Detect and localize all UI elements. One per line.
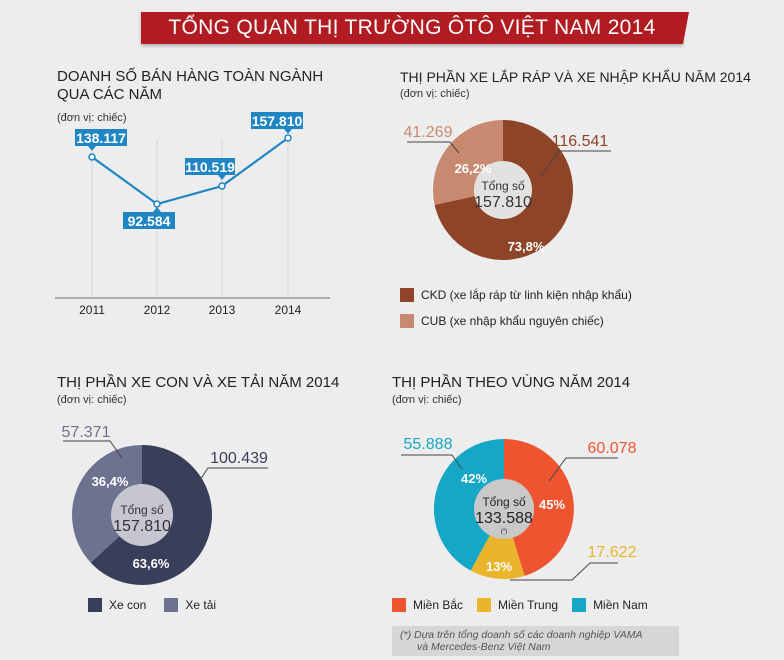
- ckd-cub-title: THỊ PHẦN XE LẮP RÁP VÀ XE NHẬP KHẨU NĂM …: [400, 69, 751, 85]
- legend-item-mien-bac: Miền Bắc: [392, 598, 463, 612]
- xe-tai-legend-label: Xe tải: [185, 598, 217, 612]
- mien-nam-legend-label: Miền Nam: [593, 598, 648, 612]
- xe-tai-swatch: [164, 598, 179, 612]
- xe-tai-leader: [63, 440, 123, 459]
- region-unit: (đơn vị: chiếc): [392, 394, 462, 406]
- svg-text:55.888: 55.888: [404, 436, 453, 453]
- svg-text:45%: 45%: [539, 497, 565, 512]
- ckd-cub-unit: (đơn vị: chiếc): [400, 88, 470, 100]
- svg-text:63,6%: 63,6%: [133, 556, 170, 571]
- mien-trung-swatch: [477, 598, 492, 612]
- car-truck-unit: (đơn vị: chiếc): [57, 394, 127, 406]
- svg-text:Tổng số: Tổng số: [481, 179, 525, 193]
- ckd-cub-donut: [432, 119, 573, 260]
- ckd-leader: [540, 150, 611, 177]
- xe-con-leader: [191, 467, 268, 493]
- mien-trung-legend-label: Miền Trung: [498, 598, 559, 612]
- xe-con-swatch: [88, 598, 102, 612]
- car-truck-legend: Xe con Xe tải: [88, 598, 216, 612]
- xe-con-legend-label: Xe con: [109, 598, 147, 612]
- cub-legend-label: CUB (xe nhập khẩu nguyên chiếc): [421, 314, 604, 328]
- car-truck-center: [111, 484, 173, 546]
- svg-text:73,8%: 73,8%: [508, 239, 545, 254]
- svg-text:Tổng số: Tổng số: [482, 495, 526, 509]
- mien-bac-slice: [504, 439, 574, 576]
- banner-title: TỔNG QUAN THỊ TRƯỜNG ÔTÔ VIỆT NAM 2014: [168, 16, 656, 39]
- svg-text:133.588: 133.588: [475, 510, 533, 527]
- svg-text:157.810: 157.810: [474, 194, 532, 211]
- legend-item-xe-tai: Xe tải: [164, 598, 216, 612]
- legend-item-xe-con: Xe con: [88, 598, 146, 612]
- sales-value-labels: 138.117 92.584 110.519 157.810: [75, 112, 303, 229]
- region-center: [474, 479, 534, 539]
- ckd-swatch: [400, 288, 414, 302]
- svg-text:36,4%: 36,4%: [92, 474, 129, 489]
- sales-line: [91, 137, 289, 206]
- svg-text:60.078: 60.078: [588, 440, 637, 457]
- mien-trung-leader: [510, 562, 618, 581]
- mien-nam-swatch: [572, 598, 587, 612]
- legend-item-mien-trung: Miền Trung: [477, 598, 558, 612]
- svg-text:157.810: 157.810: [252, 113, 303, 129]
- svg-text:17.622: 17.622: [588, 544, 637, 561]
- region-footnote: (*) Dựa trên tổng doanh số các doanh ngh…: [392, 626, 679, 656]
- svg-text:(*): (*): [501, 529, 507, 535]
- ckd-cub-legend: CKD (xe lắp ráp từ linh kiện nhập khẩu) …: [400, 288, 632, 328]
- car-truck-donut: [72, 445, 213, 585]
- footnote-line2: và Mercedes-Benz Việt Nam: [417, 641, 551, 653]
- svg-text:2013: 2013: [209, 303, 236, 317]
- legend-item-cub: CUB (xe nhập khẩu nguyên chiếc): [400, 314, 632, 328]
- sales-x-ticks: 2011 2012 2013 2014: [79, 303, 302, 317]
- cub-swatch: [400, 314, 414, 328]
- mien-bac-leader: [548, 457, 618, 482]
- mien-bac-swatch: [392, 598, 406, 612]
- region-title: THỊ PHẦN THEO VÙNG NĂM 2014: [392, 374, 631, 391]
- svg-text:42%: 42%: [461, 471, 487, 486]
- region-donut: [433, 438, 574, 579]
- infographic-banner: TỔNG QUAN THỊ TRƯỜNG ÔTÔ VIỆT NAM 2014: [141, 12, 689, 44]
- footnote-line1: (*) Dựa trên tổng doanh số các doanh ngh…: [400, 629, 643, 641]
- sales-title-line1: DOANH SỐ BÁN HÀNG TOÀN NGÀNH: [57, 68, 324, 85]
- svg-text:26,2%: 26,2%: [455, 161, 492, 176]
- svg-text:Tổng số: Tổng số: [120, 503, 164, 517]
- svg-text:110.519: 110.519: [185, 159, 235, 175]
- svg-text:2012: 2012: [144, 303, 171, 317]
- cub-leader: [407, 141, 460, 154]
- svg-text:138.117: 138.117: [76, 130, 126, 146]
- legend-item-mien-nam: Miền Nam: [572, 598, 648, 612]
- svg-text:57.371: 57.371: [62, 424, 111, 441]
- sales-chart-title: DOANH SỐ BÁN HÀNG TOÀN NGÀNH QUA CÁC NĂM: [57, 68, 323, 104]
- svg-text:157.810: 157.810: [113, 518, 171, 535]
- mien-trung-slice: [470, 509, 525, 579]
- svg-text:2014: 2014: [275, 303, 302, 317]
- sales-title-line2: QUA CÁC NĂM: [57, 86, 163, 103]
- svg-text:116.541: 116.541: [552, 133, 609, 150]
- mien-nam-leader: [401, 454, 463, 470]
- xe-tai-slice: [72, 445, 142, 563]
- sales-unit: (đơn vị: chiếc): [57, 112, 127, 124]
- ckd-legend-label: CKD (xe lắp ráp từ linh kiện nhập khẩu): [421, 288, 632, 302]
- ckd-cub-center: [474, 161, 532, 219]
- mien-bac-legend-label: Miền Bắc: [413, 598, 464, 612]
- region-legend: Miền Bắc Miền Trung Miền Nam: [392, 598, 648, 612]
- svg-text:92.584: 92.584: [128, 213, 171, 229]
- car-truck-title: THỊ PHẦN XE CON VÀ XE TẢI NĂM 2014: [57, 374, 340, 391]
- svg-text:13%: 13%: [486, 559, 512, 574]
- svg-text:2011: 2011: [79, 303, 105, 317]
- svg-text:100.439: 100.439: [210, 450, 268, 467]
- legend-item-ckd: CKD (xe lắp ráp từ linh kiện nhập khẩu): [400, 288, 632, 302]
- mien-nam-slice: [433, 438, 504, 571]
- svg-text:41.269: 41.269: [404, 124, 453, 141]
